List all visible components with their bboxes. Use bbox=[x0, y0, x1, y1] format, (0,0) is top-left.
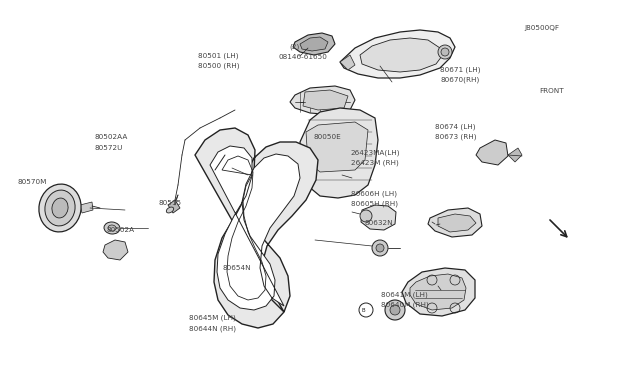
Text: 08146-61650: 08146-61650 bbox=[278, 54, 327, 60]
Text: 26423M (RH): 26423M (RH) bbox=[351, 160, 399, 166]
Polygon shape bbox=[103, 240, 128, 260]
Polygon shape bbox=[508, 148, 522, 162]
Text: 80654N: 80654N bbox=[223, 265, 252, 271]
Polygon shape bbox=[195, 128, 318, 328]
Ellipse shape bbox=[52, 198, 68, 218]
Ellipse shape bbox=[45, 190, 75, 226]
Polygon shape bbox=[402, 268, 475, 316]
Polygon shape bbox=[300, 37, 328, 51]
Circle shape bbox=[390, 305, 400, 315]
Text: 80640M (RH): 80640M (RH) bbox=[381, 302, 429, 308]
Polygon shape bbox=[306, 122, 368, 172]
Polygon shape bbox=[303, 90, 348, 110]
Polygon shape bbox=[410, 274, 466, 310]
Ellipse shape bbox=[166, 207, 173, 213]
Polygon shape bbox=[340, 30, 455, 78]
Text: 80501 (LH): 80501 (LH) bbox=[198, 52, 239, 59]
Text: 80050E: 80050E bbox=[314, 134, 341, 140]
Text: 80605H (RH): 80605H (RH) bbox=[351, 201, 397, 207]
Text: B: B bbox=[361, 308, 365, 312]
Polygon shape bbox=[340, 55, 355, 70]
Text: 80641M (LH): 80641M (LH) bbox=[381, 291, 428, 298]
Text: 26423MA(LH): 26423MA(LH) bbox=[351, 149, 400, 156]
Text: FRONT: FRONT bbox=[540, 88, 564, 94]
Ellipse shape bbox=[104, 222, 120, 234]
Text: 80572U: 80572U bbox=[95, 145, 123, 151]
Text: 80606H (LH): 80606H (LH) bbox=[351, 190, 397, 197]
Text: 80632N: 80632N bbox=[365, 220, 394, 226]
Polygon shape bbox=[293, 33, 335, 55]
Text: 80502AA: 80502AA bbox=[95, 134, 128, 140]
Text: 80644N (RH): 80644N (RH) bbox=[189, 326, 236, 333]
Ellipse shape bbox=[39, 184, 81, 232]
Polygon shape bbox=[210, 146, 300, 310]
Text: 80645M (LH): 80645M (LH) bbox=[189, 315, 236, 321]
Polygon shape bbox=[476, 140, 508, 165]
Circle shape bbox=[385, 300, 405, 320]
Polygon shape bbox=[428, 208, 482, 237]
Polygon shape bbox=[438, 214, 476, 232]
Text: 80673 (RH): 80673 (RH) bbox=[435, 134, 477, 140]
Polygon shape bbox=[80, 202, 93, 213]
Text: 80502A: 80502A bbox=[107, 227, 135, 232]
Polygon shape bbox=[300, 108, 378, 198]
Text: (2): (2) bbox=[289, 44, 300, 50]
Text: 80500 (RH): 80500 (RH) bbox=[198, 63, 240, 70]
Text: 80570M: 80570M bbox=[18, 179, 47, 185]
Text: 80674 (LH): 80674 (LH) bbox=[435, 123, 476, 130]
Text: J80500QF: J80500QF bbox=[525, 25, 560, 31]
Circle shape bbox=[438, 45, 452, 59]
Polygon shape bbox=[361, 205, 396, 230]
Polygon shape bbox=[290, 86, 355, 115]
Text: 80515: 80515 bbox=[159, 200, 182, 206]
Polygon shape bbox=[360, 38, 442, 72]
Ellipse shape bbox=[108, 225, 116, 231]
Circle shape bbox=[376, 244, 384, 252]
Polygon shape bbox=[168, 200, 180, 213]
Circle shape bbox=[360, 210, 372, 222]
Circle shape bbox=[372, 240, 388, 256]
Text: 80670(RH): 80670(RH) bbox=[440, 77, 479, 83]
Text: 80671 (LH): 80671 (LH) bbox=[440, 67, 481, 73]
Circle shape bbox=[441, 48, 449, 56]
